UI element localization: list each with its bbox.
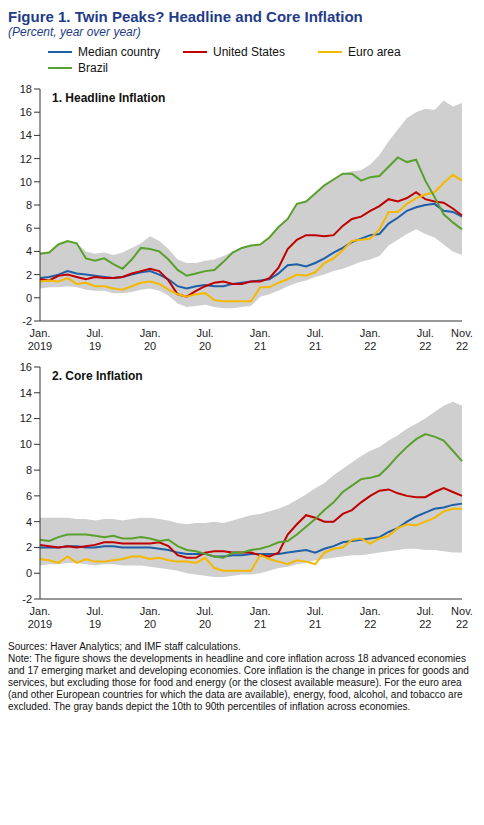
svg-text:10: 10 (20, 176, 32, 188)
svg-text:14: 14 (20, 387, 32, 399)
svg-text:Jul.21: Jul.21 (307, 605, 324, 630)
svg-text:4: 4 (26, 245, 32, 257)
html-text:1. Headline Inflation: 1. Headline Inflation (52, 91, 166, 105)
html-text:(Percent, year over year): (Percent, year over year) (8, 25, 141, 39)
html-text:Sources: Haver Analytics; and: Sources: Haver Analytics; and IMF staff … (8, 641, 241, 652)
html-text:2. Core Inflation: 2. Core Inflation (52, 369, 143, 383)
svg-text:8: 8 (26, 199, 32, 211)
svg-text:14: 14 (20, 129, 32, 141)
html-text:Median country: Median country (78, 45, 160, 59)
html-text:United States: United States (213, 45, 285, 59)
svg-text:6: 6 (26, 222, 32, 234)
svg-text:4: 4 (26, 516, 32, 528)
svg-text:6: 6 (26, 490, 32, 502)
svg-text:16: 16 (20, 361, 32, 373)
svg-text:Jan.2019: Jan.2019 (28, 605, 52, 630)
svg-text:Jul.19: Jul.19 (86, 327, 103, 352)
svg-text:2: 2 (26, 541, 32, 553)
svg-text:Jan.22: Jan.22 (360, 605, 381, 630)
svg-text:Jan.21: Jan.21 (250, 327, 271, 352)
html-text:Note: The figure shows the dev: Note: The figure shows the developments … (8, 653, 469, 712)
svg-text:Jul.21: Jul.21 (307, 327, 324, 352)
svg-text:18: 18 (20, 83, 32, 95)
svg-text:8: 8 (26, 464, 32, 476)
svg-text:Jul.19: Jul.19 (86, 605, 103, 630)
svg-text:Jan.2019: Jan.2019 (28, 327, 52, 352)
svg-text:Jul.20: Jul.20 (197, 327, 214, 352)
svg-text:Jan.20: Jan.20 (140, 327, 161, 352)
svg-text:Nov.22: Nov.22 (451, 605, 473, 630)
svg-text:10: 10 (20, 438, 32, 450)
svg-text:Jan.22: Jan.22 (360, 327, 381, 352)
svg-text:16: 16 (20, 106, 32, 118)
html-text:Brazil: Brazil (78, 61, 108, 75)
svg-text:12: 12 (20, 412, 32, 424)
svg-text:Jul.20: Jul.20 (197, 605, 214, 630)
html-text:Euro area: Euro area (348, 45, 401, 59)
svg-text:Jul.22: Jul.22 (417, 605, 434, 630)
html-text:Figure 1. Twin Peaks? Headline: Figure 1. Twin Peaks? Headline and Core … (8, 8, 363, 25)
svg-text:Jan.21: Jan.21 (250, 605, 271, 630)
svg-text:-2: -2 (22, 315, 32, 327)
svg-text:0: 0 (26, 567, 32, 579)
svg-text:12: 12 (20, 153, 32, 165)
svg-text:0: 0 (26, 292, 32, 304)
svg-text:2: 2 (26, 269, 32, 281)
svg-text:Jan.20: Jan.20 (140, 605, 161, 630)
svg-text:-2: -2 (22, 593, 32, 605)
svg-text:Jul.22: Jul.22 (417, 327, 434, 352)
svg-text:Nov.22: Nov.22 (451, 327, 473, 352)
